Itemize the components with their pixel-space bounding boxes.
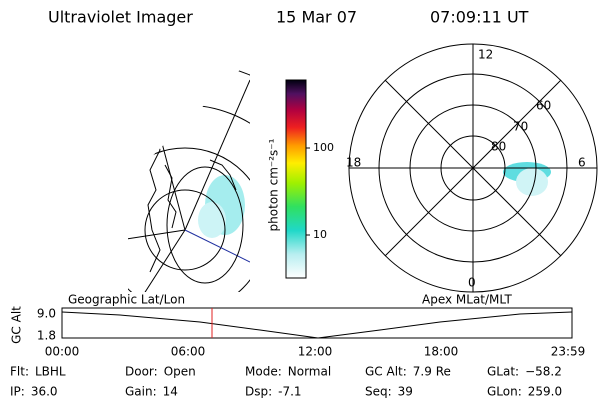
timeline-frame [61, 307, 573, 339]
mlt-label: 0 [468, 276, 476, 290]
meridian [139, 60, 186, 231]
info-label: Seq: [365, 385, 392, 399]
mlt-label: 6 [578, 156, 586, 170]
info-value: −58.2 [525, 365, 562, 379]
coastline [164, 164, 177, 229]
lat-label: 70 [513, 120, 528, 134]
info-label: Door: [125, 365, 158, 379]
timeline-right-label: Apex MLat/MLT [422, 293, 512, 307]
info-value: 259.0 [528, 385, 562, 399]
color-bar [285, 79, 307, 279]
timeline-y-tick: 1.8 [37, 329, 56, 343]
mlt-label: 18 [346, 156, 361, 170]
colorbar-tick-label: 100 [313, 141, 334, 154]
info-value: Open [164, 365, 196, 379]
mlt-label: 12 [478, 48, 493, 62]
info-value: LBHL [35, 365, 66, 379]
lat-label: 80 [491, 140, 506, 154]
timeline-x-tick: 18:00 [424, 345, 459, 359]
info-label: Mode: [245, 365, 282, 379]
info-label: Dsp: [245, 385, 272, 399]
terminator [166, 166, 244, 284]
info-value: 7.9 Re [413, 365, 451, 379]
timeline-y-tick: 9.0 [37, 307, 56, 321]
colorbar-label: photon cm⁻²s⁻¹ [267, 138, 281, 231]
timeline-x-tick: 06:00 [171, 345, 206, 359]
lat-label: 60 [536, 99, 551, 113]
info-value: 39 [398, 385, 413, 399]
info-value: 36.0 [31, 385, 58, 399]
info-label: IP: [10, 385, 25, 399]
info-panel: Flt: LBHL Door: Open Mode: Normal GC Alt: 7.9 R… [10, 365, 562, 399]
aurora-blob [198, 202, 226, 238]
timeline-axis-label: GC Alt [10, 306, 24, 344]
info-label: Flt: [10, 365, 29, 379]
colorbar-tick-label: 10 [313, 228, 327, 241]
sun-line [184, 229, 250, 263]
meridian [139, 229, 186, 292]
info-label: GLon: [487, 385, 522, 399]
info-value: -7.1 [278, 385, 301, 399]
info-label: GLat: [487, 365, 519, 379]
coastline [147, 89, 161, 273]
aurora-blob [516, 168, 548, 196]
date: 15 Mar 07 [276, 8, 357, 27]
meridian [184, 79, 250, 231]
altitude-curve [61, 311, 573, 339]
timeline-left-label: Geographic Lat/Lon [68, 293, 185, 307]
instrument-title: Ultraviolet Imager [48, 8, 193, 27]
polar-spoke [384, 79, 562, 257]
info-value: Normal [288, 365, 331, 379]
meridian [128, 229, 186, 241]
polar-plot: 12 18 6 0 60 70 80 [346, 43, 598, 293]
lat-circle [144, 189, 226, 271]
time: 07:09:11 UT [430, 8, 529, 27]
info-label: GC Alt: [365, 365, 407, 379]
timeline-x-tick: 12:00 [298, 345, 333, 359]
lat-circle [128, 147, 250, 292]
info-label: Gain: [125, 385, 157, 399]
timeline-x-tick: 00:00 [45, 345, 80, 359]
coastline [209, 159, 237, 191]
info-value: 14 [163, 385, 178, 399]
timeline-x-tick: 23:59 [551, 345, 586, 359]
